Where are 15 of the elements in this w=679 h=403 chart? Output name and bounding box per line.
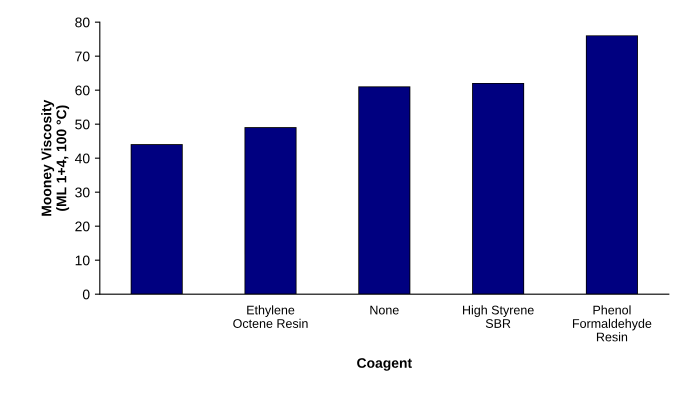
y-tick-label: 30 [75, 188, 90, 198]
y-tick-label: 70 [75, 52, 90, 62]
y-tick-label: 0 [82, 290, 90, 300]
y-tick-label: 20 [75, 222, 90, 232]
y-tick-label: 60 [75, 86, 90, 96]
x-tick-label: None [370, 306, 399, 314]
x-tick-label: High Styrene SBR [463, 305, 534, 328]
y-tick-label: 40 [74, 154, 90, 164]
y-axis-title: Mooney Viscosity (ML 1+4, 100 °C) [41, 100, 70, 216]
x-tick-label: Phenol Formaldehyde Resin [572, 305, 652, 342]
y-tick-label: 80 [75, 18, 90, 28]
y-tick-label: 50 [75, 120, 90, 130]
x-tick-label: Ethylene Octene Resin [233, 305, 308, 328]
x-axis-title: Coagent [357, 358, 412, 371]
y-tick-label: 10 [76, 256, 90, 266]
